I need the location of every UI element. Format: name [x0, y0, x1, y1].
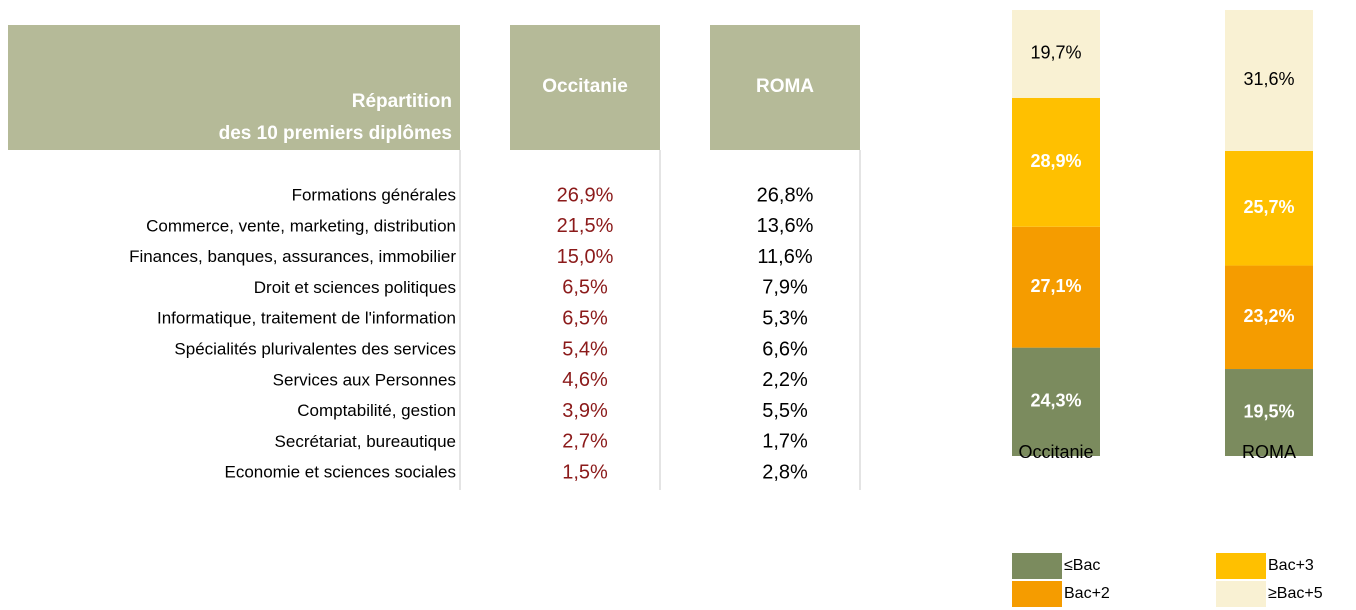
legend-swatch: [1216, 553, 1266, 579]
row-label: Services aux Personnes: [273, 370, 456, 389]
value-label: 31,6%: [1243, 69, 1294, 89]
cell: 1,5%: [562, 461, 608, 483]
row-label: Formations générales: [292, 185, 456, 204]
legend-label: Bac+2: [1064, 585, 1110, 602]
cell: 4,6%: [562, 369, 608, 391]
header-cell: [710, 25, 860, 150]
value-label: 25,7%: [1243, 197, 1294, 217]
bar-segment: [1225, 10, 1313, 151]
legend-swatch: [1216, 581, 1266, 607]
legend-swatch: [1012, 581, 1062, 607]
value-label: 27,1%: [1030, 276, 1081, 296]
cell: 7,9%: [762, 277, 808, 299]
cell: 2,2%: [762, 369, 808, 391]
bar-segment: [1012, 10, 1100, 98]
cell: 26,8%: [757, 184, 814, 206]
row-label: Commerce, vente, marketing, distribution: [146, 216, 456, 235]
bar-segment: [1012, 226, 1100, 348]
category-label: ROMA: [1242, 442, 1296, 462]
cell: 1,7%: [762, 431, 808, 453]
header-title: Répartition: [352, 91, 452, 112]
bar-segment: [1012, 347, 1100, 456]
cell: 21,5%: [557, 215, 614, 237]
bar-segment: [1225, 265, 1313, 370]
header-cell: [510, 25, 660, 150]
row-label: Finances, banques, assurances, immobilie…: [129, 247, 456, 266]
cell: 15,0%: [557, 246, 614, 268]
value-label: 19,5%: [1243, 401, 1294, 421]
row-label: Secrétariat, bureautique: [275, 432, 456, 451]
column-header: ROMA: [756, 76, 814, 97]
cell: 6,6%: [762, 338, 808, 360]
header-cell: [8, 25, 460, 150]
header-title: des 10 premiers diplômes: [219, 123, 452, 144]
value-label: 28,9%: [1030, 151, 1081, 171]
row-label: Droit et sciences politiques: [254, 278, 456, 297]
legend-label: ≤Bac: [1064, 557, 1100, 574]
category-label: Occitanie: [1018, 442, 1093, 462]
row-label: Spécialités plurivalentes des services: [174, 339, 456, 358]
row-label: Economie et sciences sociales: [224, 463, 456, 482]
bar-segment: [1225, 369, 1313, 456]
bar-segment: [1225, 150, 1313, 266]
cell: 5,5%: [762, 400, 808, 422]
cell: 6,5%: [562, 277, 608, 299]
cell: 5,4%: [562, 338, 608, 360]
value-label: 23,2%: [1243, 306, 1294, 326]
cell: 26,9%: [557, 184, 614, 206]
legend-label: ≥Bac+5: [1268, 585, 1323, 602]
column-header: Occitanie: [542, 76, 628, 97]
value-label: 19,7%: [1030, 43, 1081, 63]
row-label: Comptabilité, gestion: [297, 401, 456, 420]
cell: 2,8%: [762, 461, 808, 483]
cell: 3,9%: [562, 400, 608, 422]
cell: 13,6%: [757, 215, 814, 237]
cell: 11,6%: [757, 246, 812, 268]
cell: 5,3%: [762, 307, 808, 329]
cell: 6,5%: [562, 307, 608, 329]
value-label: 24,3%: [1030, 391, 1081, 411]
legend-swatch: [1012, 553, 1062, 579]
cell: 2,7%: [562, 431, 608, 453]
legend-label: Bac+3: [1268, 557, 1314, 574]
row-label: Informatique, traitement de l'informatio…: [157, 309, 456, 328]
bar-segment: [1012, 97, 1100, 227]
